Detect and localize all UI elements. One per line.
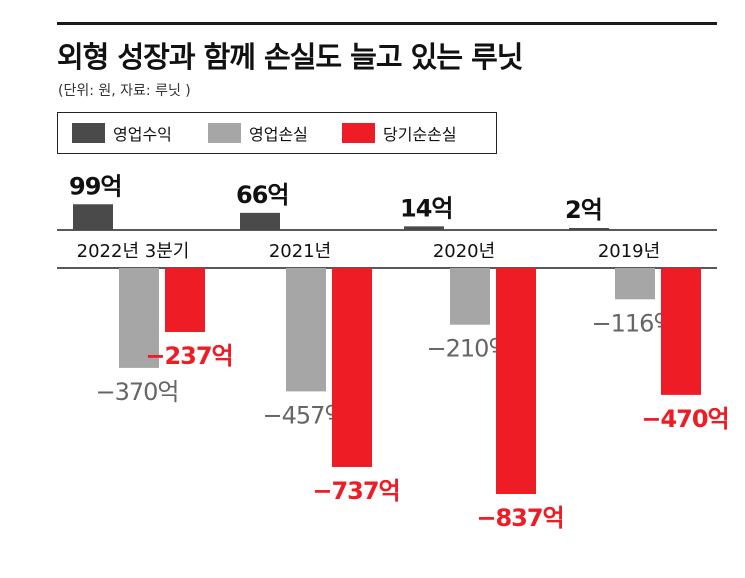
- category-label-2: 2020년: [433, 241, 495, 262]
- net-loss-bar-3: [661, 268, 701, 395]
- legend-swatch-operating-loss: [208, 123, 241, 143]
- legend-label-net-loss: 당기순손실: [383, 125, 457, 144]
- category-label-0: 2022년 3분기: [77, 241, 190, 262]
- net-loss-bar-2: [496, 268, 536, 494]
- legend: 영업수익 영업손실 당기순손실: [57, 112, 497, 154]
- legend-swatch-operating-revenue: [72, 123, 105, 143]
- legend-item-net-loss: 당기순손실: [342, 123, 457, 144]
- category-label-3: 2019년: [598, 241, 660, 262]
- operating-loss-bar-0: [119, 268, 159, 368]
- legend-item-operating-loss: 영업손실: [208, 123, 308, 144]
- revenue-bar-0: [73, 204, 113, 230]
- net-loss-bar-1: [332, 268, 372, 467]
- revenue-label-1: 66억: [236, 181, 288, 209]
- net-loss-label-3: −470억: [641, 405, 728, 433]
- net-loss-label-0: −237억: [145, 342, 232, 370]
- top-rule: [57, 22, 717, 25]
- net-loss-label-2: −837억: [476, 504, 563, 532]
- chart-subtitle: (단위: 원, 자료: 루닛 ): [58, 83, 191, 99]
- revenue-label-0: 99억: [69, 172, 121, 200]
- legend-label-operating-loss: 영업손실: [249, 125, 308, 144]
- operating-loss-bar-3: [615, 268, 655, 300]
- revenue-bar-1: [240, 212, 280, 230]
- revenue-bar-2: [404, 226, 444, 230]
- revenue-bar-3: [569, 228, 609, 230]
- operating-loss-bar-2: [450, 268, 490, 325]
- legend-swatch-net-loss: [342, 123, 375, 143]
- revenue-label-3: 2억: [565, 196, 602, 224]
- chart-title: 외형 성장과 함께 손실도 늘고 있는 루닛: [57, 40, 523, 74]
- operating-loss-label-0: −370억: [96, 378, 179, 406]
- legend-label-operating-revenue: 영업수익: [113, 125, 172, 144]
- category-label-1: 2021년: [269, 241, 331, 262]
- legend-item-operating-revenue: 영업수익: [72, 123, 172, 144]
- net-loss-label-1: −737억: [312, 477, 399, 505]
- net-loss-bar-0: [165, 268, 205, 332]
- revenue-label-2: 14억: [400, 194, 452, 222]
- operating-loss-bar-1: [286, 268, 326, 392]
